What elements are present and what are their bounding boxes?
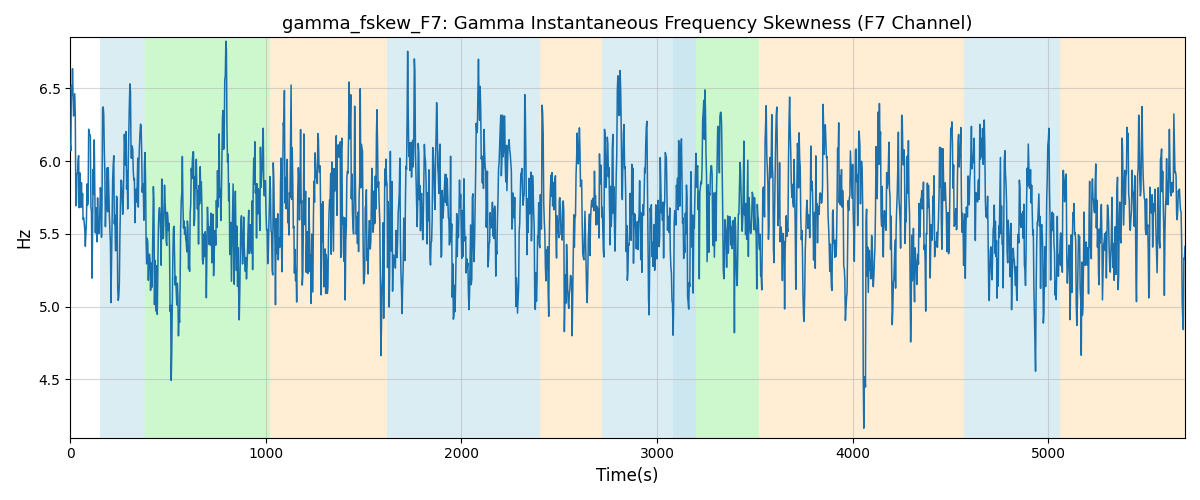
Bar — [100, 38, 144, 438]
Bar — [270, 38, 388, 438]
Bar — [144, 38, 270, 438]
Bar — [1060, 38, 1184, 438]
Bar — [673, 38, 696, 438]
Bar — [964, 38, 1060, 438]
Y-axis label: Hz: Hz — [16, 227, 34, 248]
X-axis label: Time(s): Time(s) — [596, 467, 659, 485]
Bar — [758, 38, 964, 438]
Bar — [602, 38, 673, 438]
Title: gamma_fskew_F7: Gamma Instantaneous Frequency Skewness (F7 Channel): gamma_fskew_F7: Gamma Instantaneous Freq… — [282, 15, 973, 34]
Bar — [540, 38, 602, 438]
Bar — [388, 38, 540, 438]
Bar — [696, 38, 758, 438]
